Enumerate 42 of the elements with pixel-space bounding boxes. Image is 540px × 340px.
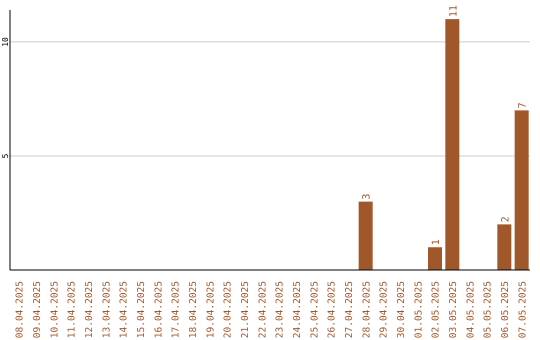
- x-tick-label: 19.04.2025: [205, 281, 216, 338]
- x-tick-label: 24.04.2025: [292, 281, 303, 338]
- x-tick-label: 14.04.2025: [118, 281, 130, 338]
- x-tick-label: 28.04.2025: [361, 281, 372, 338]
- bar: [445, 19, 460, 270]
- bar: [497, 224, 512, 270]
- x-tick-label: 16.04.2025: [153, 281, 164, 338]
- bar: [428, 247, 442, 270]
- x-tick-label: 20.04.2025: [222, 281, 234, 338]
- x-tick-label: 07.05.2025: [517, 281, 528, 338]
- x-tick-label: 09.04.2025: [32, 281, 43, 338]
- x-tick-label: 30.04.2025: [396, 281, 407, 338]
- x-tick-label: 23.04.2025: [274, 281, 286, 338]
- x-tick-label: 04.05.2025: [465, 281, 476, 338]
- x-tick-label: 01.05.2025: [413, 281, 424, 338]
- x-tick-label: 15.04.2025: [136, 281, 147, 338]
- x-tick-label: 21.04.2025: [240, 281, 251, 338]
- y-tick-label: 10: [1, 36, 10, 47]
- x-tick-label: 27.04.2025: [344, 281, 355, 338]
- x-tick-label: 02.05.2025: [430, 281, 442, 338]
- x-tick-label: 25.04.2025: [309, 281, 320, 338]
- data-label: 2: [500, 216, 512, 222]
- x-tick-label: 12.04.2025: [84, 281, 95, 338]
- data-label: 1: [431, 239, 442, 246]
- data-label: 7: [518, 102, 529, 108]
- x-tick-label: 05.05.2025: [482, 281, 494, 338]
- data-label: 11: [448, 5, 460, 18]
- x-tick-label: 08.04.2025: [14, 281, 26, 338]
- x-tick-label: 13.04.2025: [101, 281, 112, 338]
- x-tick-label: 03.05.2025: [448, 281, 459, 338]
- x-tick-label: 29.04.2025: [378, 281, 390, 338]
- data-label: 3: [362, 194, 373, 200]
- bar: [514, 110, 529, 270]
- x-tick-label: 26.04.2025: [326, 281, 338, 338]
- x-tick-label: 10.04.2025: [49, 281, 60, 338]
- x-tick-label: 06.05.2025: [500, 281, 511, 338]
- y-tick-label: 5: [1, 153, 10, 158]
- bar: [358, 202, 373, 270]
- x-tick-label: 18.04.2025: [188, 281, 199, 338]
- x-tick-label: 11.04.2025: [66, 281, 78, 338]
- x-tick-label: 17.04.2025: [170, 281, 182, 338]
- x-tick-label: 22.04.2025: [257, 281, 268, 338]
